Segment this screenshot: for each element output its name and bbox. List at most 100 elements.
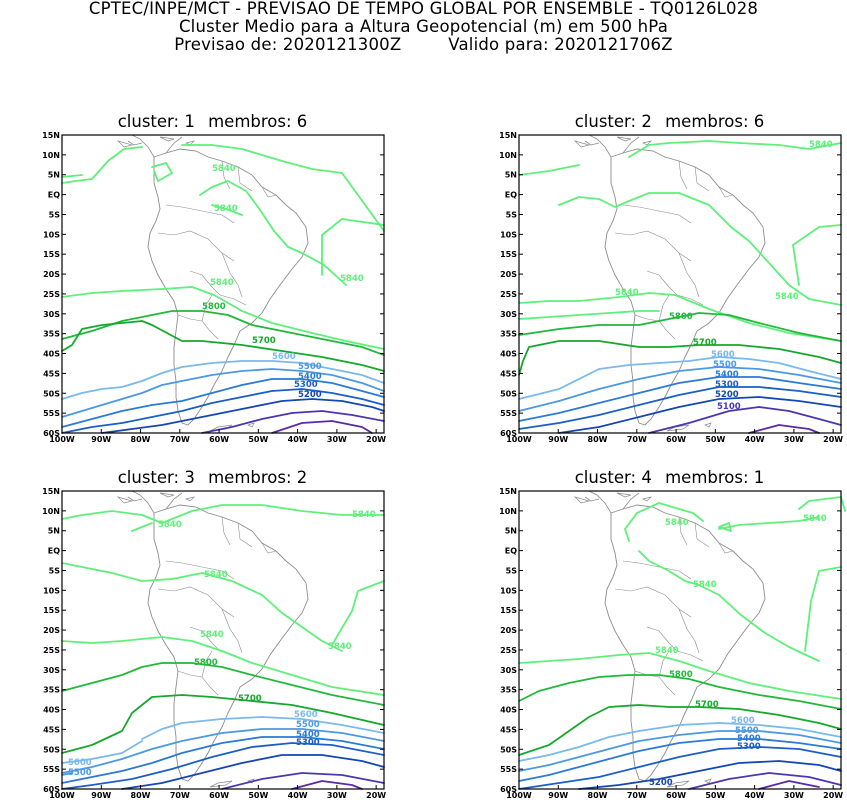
lat-tick-label: EQ [505,547,517,556]
lat-tick-label: 5S [49,210,61,219]
lat-tick-label: 10N [499,151,517,160]
lon-tick-label: 100W [49,791,75,800]
island-coastline [116,496,134,504]
contour-5400 [61,736,385,784]
country-border [614,586,692,618]
panel-title: cluster: 3 membros: 2 [40,469,385,487]
contour-5840 [61,504,385,524]
header-line-1: CPTEC/INPE/MCT - PREVISAO DE TEMPO GLOBA… [88,0,759,18]
contour-label: 5500 [735,726,759,736]
lat-tick-label: 15S [500,250,517,259]
contour-label: 5840 [803,514,827,524]
country-border [694,522,710,548]
lat-tick-label: 15N [42,131,60,140]
country-border [237,522,253,548]
country-border [201,650,213,678]
lat-tick-label: 15N [42,487,60,496]
contour-5840 [199,180,347,286]
contour-5800 [518,312,842,342]
contour-5100 [648,406,842,434]
island-coastline [116,140,134,148]
lon-tick-label: 30W [327,435,347,444]
lat-tick-label: 40S [43,706,60,715]
central-america-coastline [127,134,183,158]
island-coastline [666,780,690,788]
contour-5300 [518,746,842,790]
lat-tick-label: 5N [505,527,517,536]
contour-5840 [558,192,842,306]
lat-tick-label: 35S [500,330,517,339]
lat-tick-label: 50S [500,745,517,754]
cluster-number: cluster: 1 [117,112,195,131]
country-border [189,270,247,306]
contour-label: 5840 [615,288,639,298]
contour-5700 [61,320,385,372]
contour-5100 [688,772,842,790]
country-border [237,166,253,192]
lon-tick-label: 60W [666,791,686,800]
central-america-coastline [584,490,640,514]
contour-label: 5600 [272,352,296,362]
lon-tick-label: 30W [327,791,347,800]
lat-tick-label: 10N [499,507,517,516]
lon-tick-label: 30W [784,435,804,444]
geopotential-map: 5840 5840 5840 5840 5800 5700 5600550054005300… [42,131,386,444]
lat-tick-label: 35S [43,686,60,695]
contour-5500 [61,772,73,776]
contour-5800 [61,662,385,706]
country-border [678,516,688,546]
lon-tick-label: 80W [588,435,608,444]
lat-tick-label: 45S [43,725,60,734]
lon-tick-label: 60W [209,435,229,444]
contour-label: 5300 [294,380,318,390]
contour-label: 5840 [328,642,352,652]
lat-tick-label: EQ [48,191,60,200]
contour-5840 [518,140,842,176]
lat-tick-label: 5N [505,171,517,180]
country-border [221,608,243,654]
lon-tick-label: 70W [627,435,647,444]
country-border [165,204,235,224]
contour-5700 [61,694,385,754]
lat-tick-label: 5S [506,566,518,575]
contour-5840 [624,496,846,542]
island-coastline [641,496,653,502]
lon-tick-label: 80W [588,791,608,800]
map-axes: 15N 10N 5N EQ 5S 10S 15S 20S 25S 30S 35S 40S 45S 50S 5… [499,131,843,444]
map-frame [61,134,385,434]
contour-label: 5300 [296,738,320,748]
contour-label: 5840 [775,292,799,302]
contour-label: 5400 [737,734,761,744]
lat-tick-label: 30S [43,310,60,319]
lon-tick-label: 70W [170,791,190,800]
contour-5840 [718,522,732,532]
lat-tick-label: 40S [500,350,517,359]
country-border [622,204,692,224]
lat-tick-label: 20S [500,270,517,279]
contour-5840 [518,652,842,700]
header-line-3: Previsao de: 2020121300Z Valido para: 20… [0,36,847,54]
figure-header: CPTEC/INPE/MCT - PREVISAO DE TEMPO GLOBA… [0,0,847,54]
contour-label: 5700 [693,338,717,348]
header-line-2: Cluster Medio para a Altura Geopotencial… [178,17,669,36]
contour-label: 5800 [194,658,218,668]
lat-tick-label: 45S [500,369,517,378]
map-frame [61,490,385,790]
contour-5000 [291,780,363,790]
country-border [678,608,700,654]
contour-5000 [758,780,820,790]
contour-5000 [748,424,820,434]
contour-label: 5800 [202,302,226,312]
cluster-number: cluster: 4 [574,468,652,487]
contour-label: 5840 [204,570,228,580]
lat-tick-label: 60S [43,429,60,438]
map-axes: 15N 10N 5N EQ 5S 10S 15S 20S 25S 30S 35S 40S 45S 50S 5… [499,487,843,800]
lon-tick-label: 20W [823,791,843,800]
contour-5840 [331,580,385,646]
lat-tick-label: 25S [500,646,517,655]
contour-label: 5400 [298,372,322,382]
cluster-number: cluster: 3 [117,468,195,487]
panel-title: cluster: 1 membros: 6 [40,113,385,131]
panel-title: cluster: 2 membros: 6 [497,113,842,131]
contour-5840 [61,562,343,652]
